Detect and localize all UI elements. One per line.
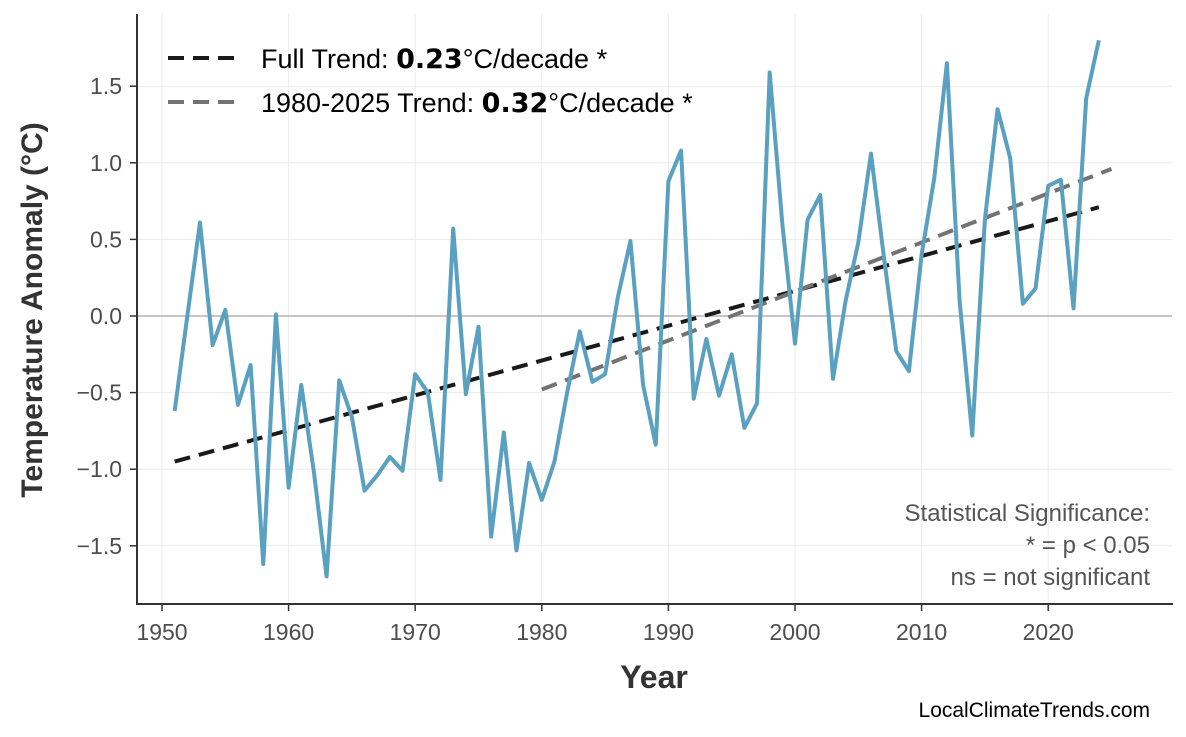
watermark: LocalClimateTrends.com: [919, 699, 1150, 722]
y-tick-label: −0.5: [77, 380, 122, 406]
x-tick-label: 1970: [390, 619, 441, 645]
y-axis-label: Temperature Anomaly (°C): [16, 122, 49, 497]
y-tick-label: 0.5: [90, 226, 122, 252]
x-tick-label: 2020: [1023, 619, 1074, 645]
y-tick-label: −1.0: [77, 456, 122, 482]
y-tick-label: 1.5: [90, 73, 122, 99]
y-tick-label: 0.0: [90, 303, 122, 329]
x-tick-label: 1960: [263, 619, 314, 645]
legend: Full Trend: 0.23°C/decade * 1980-2025 Tre…: [168, 44, 693, 119]
anomaly-line: [172, 39, 1101, 579]
x-tick-label: 2000: [769, 619, 820, 645]
y-tick-label: −1.5: [77, 533, 122, 559]
note-line-2: * = p < 0.05: [1026, 532, 1150, 559]
legend-entry: Full Trend: 0.23°C/decade *: [261, 44, 608, 75]
x-axis-label: Year: [620, 659, 688, 695]
legend-entry: 1980-2025 Trend: 0.32°C/decade *: [261, 88, 693, 119]
significance-note: Statistical Significance: * = p < 0.05 n…: [905, 500, 1151, 591]
note-line-1: Statistical Significance:: [905, 500, 1150, 527]
x-tick-label: 1990: [643, 619, 694, 645]
x-ticks: 1950 1960 1970 1980 1990 2000 2010 2020: [136, 604, 1074, 645]
y-tick-label: 1.0: [90, 150, 122, 176]
x-tick-label: 2010: [896, 619, 947, 645]
note-line-3: ns = not significant: [951, 564, 1151, 591]
y-ticks: −1.5 −1.0 −0.5 0.0 0.5 1.0 1.5: [77, 73, 137, 559]
x-tick-label: 1950: [136, 619, 187, 645]
series: [172, 39, 1101, 579]
x-tick-label: 1980: [516, 619, 567, 645]
